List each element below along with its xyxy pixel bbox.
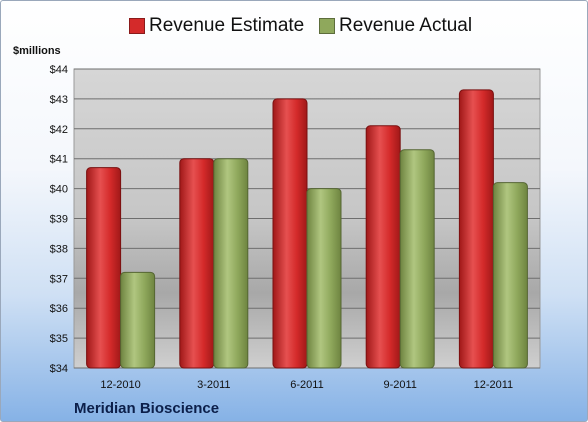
- x-tick-label: 6-2011: [290, 379, 323, 391]
- bar-estimate: [179, 158, 215, 369]
- legend-item-estimate: Revenue Estimate: [129, 15, 304, 37]
- y-tick-label: $39: [50, 214, 68, 226]
- y-tick-label: $43: [50, 94, 68, 106]
- bar-actual: [306, 188, 342, 369]
- y-tick-label: $44: [50, 64, 68, 76]
- y-tick-label: $35: [50, 333, 68, 345]
- legend-swatch-estimate: [129, 18, 145, 34]
- x-tick-label: 12-2010: [100, 379, 140, 391]
- legend-item-actual: Revenue Actual: [319, 15, 472, 37]
- legend: Revenue Estimate Revenue Actual: [1, 15, 587, 45]
- bar-estimate: [272, 98, 308, 369]
- legend-swatch-actual: [319, 18, 335, 34]
- bar-estimate: [458, 89, 494, 369]
- y-tick-label: $40: [50, 184, 68, 196]
- bar-actual: [399, 149, 435, 369]
- y-tick-label: $36: [50, 303, 68, 315]
- y-axis-label: $millions: [13, 45, 61, 57]
- y-tick-label: $37: [50, 273, 68, 285]
- bar-actual: [492, 182, 528, 369]
- bar-actual: [213, 158, 249, 369]
- x-tick-label: 12-2011: [474, 379, 514, 391]
- y-tick-label: $34: [50, 363, 68, 375]
- y-tick-label: $41: [50, 154, 68, 166]
- x-tick-label: 3-2011: [197, 379, 230, 391]
- x-tick-label: 9-2011: [383, 379, 416, 391]
- legend-label-actual: Revenue Actual: [339, 15, 473, 36]
- company-name: Meridian Bioscience: [74, 400, 220, 417]
- bar-estimate: [86, 167, 122, 369]
- y-tick-label: $38: [50, 243, 68, 255]
- y-tick-label: $42: [50, 124, 68, 136]
- bar-actual: [120, 271, 156, 369]
- legend-label-estimate: Revenue Estimate: [149, 15, 305, 36]
- bar-estimate: [365, 125, 401, 369]
